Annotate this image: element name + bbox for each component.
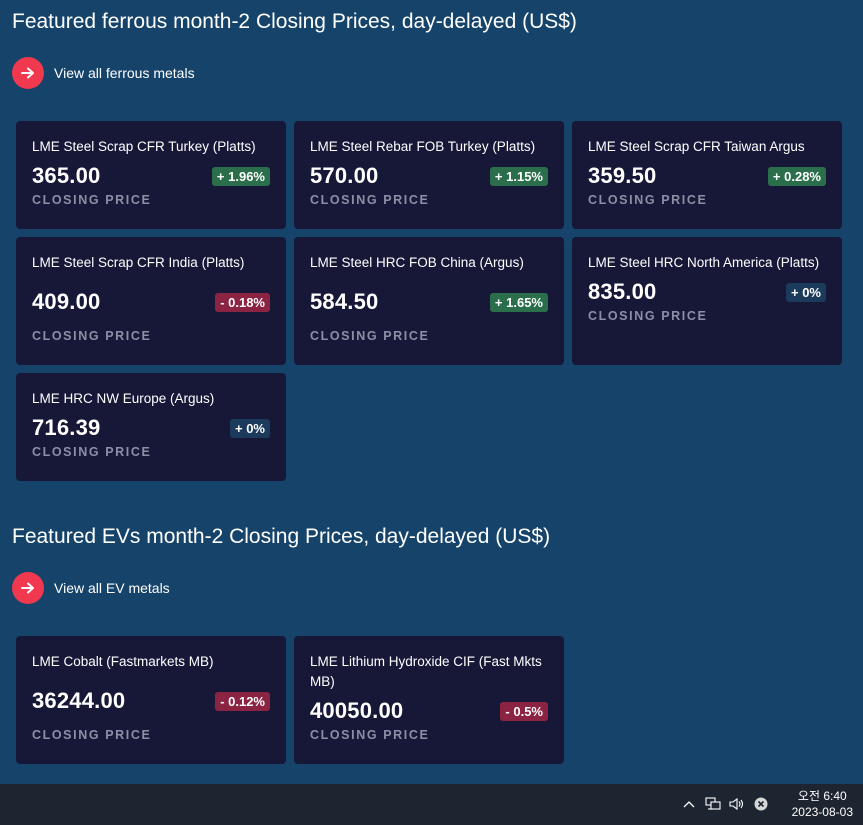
taskbar: 오전 6:40 2023-08-03 [0,784,863,825]
metal-name: LME Steel Scrap CFR India (Platts) [32,255,245,270]
price-card[interactable]: LME Steel Scrap CFR Taiwan Argus 359.50 … [572,121,842,229]
closing-price-label: CLOSING PRICE [588,193,708,207]
change-badge: + 0% [786,282,826,302]
close-circle-icon[interactable] [753,796,769,812]
system-tray [681,796,769,812]
view-all-ferrous-link[interactable]: View all ferrous metals [12,57,195,89]
metal-name: LME HRC NW Europe (Argus) [32,391,215,406]
closing-price-label: CLOSING PRICE [588,309,708,323]
change-badge: - 0.18% [215,292,270,312]
closing-price-value: 365.00 [32,163,101,188]
chevron-up-icon[interactable] [681,796,697,812]
arrow-right-icon [12,572,44,604]
closing-price-label: CLOSING PRICE [32,445,152,459]
metal-name: LME Steel HRC North America (Platts) [588,255,820,270]
closing-price-label: CLOSING PRICE [32,193,152,207]
change-badge: + 1.65% [489,292,548,312]
closing-price-value: 36244.00 [32,688,126,713]
change-badge: - 0.12% [215,691,270,711]
page: Featured ferrous month-2 Closing Prices,… [12,10,842,764]
closing-price-label: CLOSING PRICE [310,728,430,742]
closing-price-value: 40050.00 [310,698,404,723]
arrow-right-icon [12,57,44,89]
volume-icon[interactable] [729,796,745,812]
closing-price-value: 409.00 [32,289,101,314]
closing-price-label: CLOSING PRICE [310,193,430,207]
ferrous-card-grid: LME Steel Scrap CFR Turkey (Platts) 365.… [16,121,842,481]
metal-name: LME Lithium Hydroxide CIF (Fast Mkts MB) [310,654,542,689]
change-badge: + 1.96% [211,166,270,186]
closing-price-value: 584.50 [310,289,379,314]
view-all-ferrous-label: View all ferrous metals [54,65,195,81]
metal-name: LME Cobalt (Fastmarkets MB) [32,654,214,669]
price-card[interactable]: LME Cobalt (Fastmarkets MB) 36244.00 - 0… [16,636,286,764]
metal-name: LME Steel Rebar FOB Turkey (Platts) [310,139,536,154]
change-badge: + 0% [230,418,270,438]
closing-price-value: 570.00 [310,163,379,188]
price-card[interactable]: LME Lithium Hydroxide CIF (Fast Mkts MB)… [294,636,564,764]
metal-name: LME Steel Scrap CFR Taiwan Argus [588,139,805,154]
view-all-ev-link[interactable]: View all EV metals [12,572,170,604]
change-badge: + 0.28% [767,166,826,186]
price-card[interactable]: LME Steel Scrap CFR India (Platts) 409.0… [16,237,286,365]
metal-name: LME Steel Scrap CFR Turkey (Platts) [32,139,256,154]
clock[interactable]: 오전 6:40 2023-08-03 [792,788,853,820]
price-card[interactable]: LME Steel Scrap CFR Turkey (Platts) 365.… [16,121,286,229]
network-icon[interactable] [705,796,721,812]
price-card[interactable]: LME Steel HRC North America (Platts) 835… [572,237,842,365]
metal-name: LME Steel HRC FOB China (Argus) [310,255,524,270]
closing-price-value: 359.50 [588,163,657,188]
ev-card-grid: LME Cobalt (Fastmarkets MB) 36244.00 - 0… [16,636,842,764]
change-badge: + 1.15% [489,166,548,186]
closing-price-value: 716.39 [32,415,101,440]
price-card[interactable]: LME Steel Rebar FOB Turkey (Platts) 570.… [294,121,564,229]
change-badge: - 0.5% [500,701,548,721]
evs-section-title: Featured EVs month-2 Closing Prices, day… [12,525,551,548]
clock-time: 오전 6:40 [797,789,847,803]
price-card[interactable]: LME Steel HRC FOB China (Argus) 584.50 +… [294,237,564,365]
closing-price-label: CLOSING PRICE [32,728,152,742]
closing-price-label: CLOSING PRICE [32,329,152,343]
view-all-ev-label: View all EV metals [54,580,170,596]
closing-price-label: CLOSING PRICE [310,329,430,343]
ferrous-section-title: Featured ferrous month-2 Closing Prices,… [12,10,577,33]
closing-price-value: 835.00 [588,279,657,304]
price-card[interactable]: LME HRC NW Europe (Argus) 716.39 + 0% CL… [16,373,286,481]
clock-date: 2023-08-03 [791,805,853,819]
